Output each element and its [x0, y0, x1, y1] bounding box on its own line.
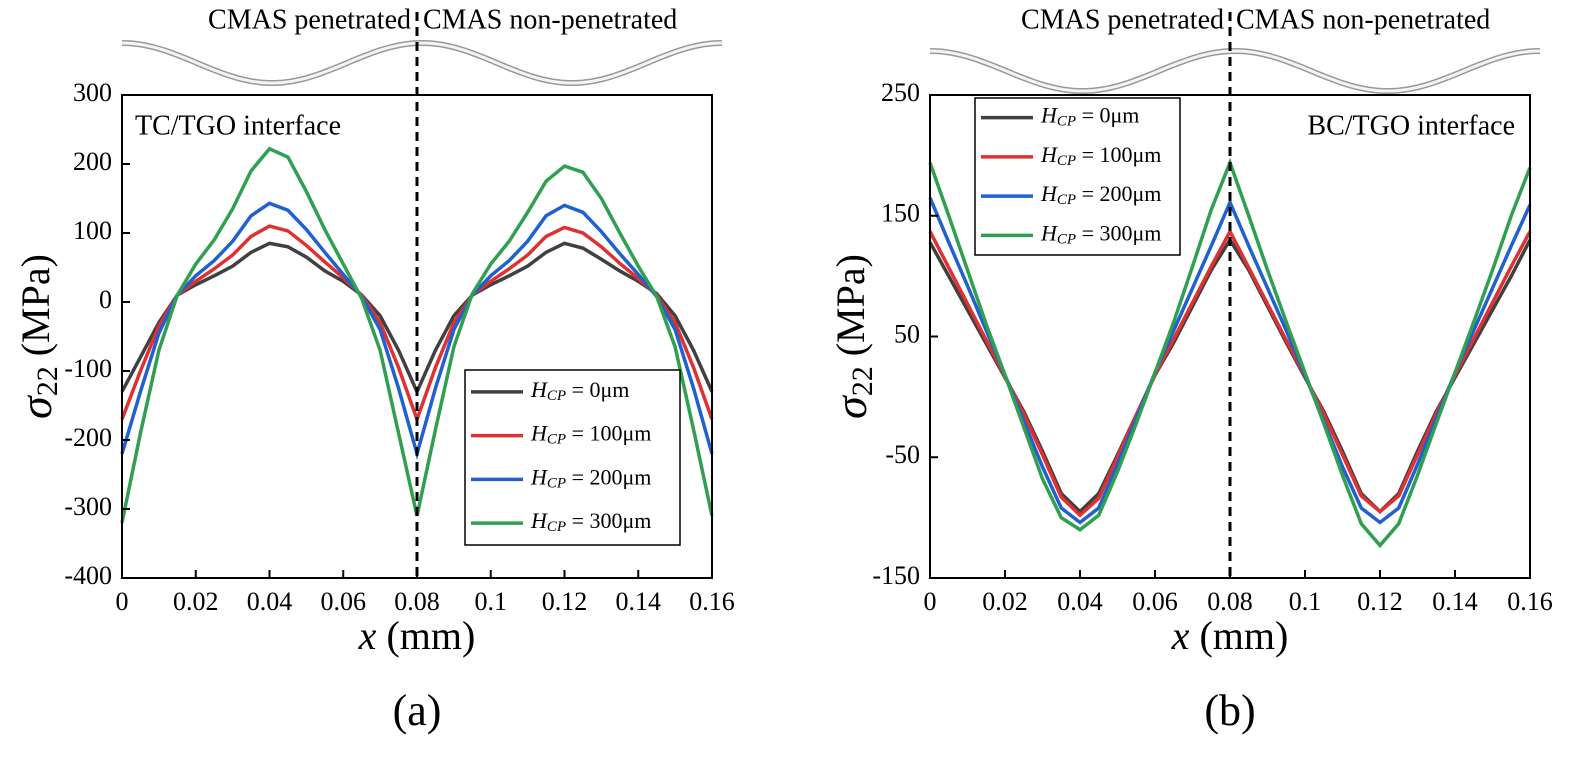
y-tick-label: -100 [64, 354, 112, 383]
x-tick-label: 0.16 [689, 587, 735, 616]
panel-label: (a) [393, 686, 442, 735]
x-tick-label: 0.02 [982, 587, 1028, 616]
wave-inner [121, 41, 723, 85]
y-tick-label: 0 [99, 285, 112, 314]
legend-label: HCP = 300μm [1040, 220, 1161, 247]
region-label: CMAS non-penetrated [1236, 4, 1490, 35]
y-tick-label: 150 [881, 199, 920, 228]
annotation: BC/TGO interface [1307, 110, 1515, 141]
wave-outer [121, 39, 723, 87]
x-axis-label: x (mm) [1171, 613, 1289, 658]
x-tick-label: 0.04 [247, 587, 293, 616]
wave-outer [929, 47, 1541, 95]
y-tick-label: 50 [894, 319, 920, 348]
legend-label: HCP = 100μm [1040, 142, 1161, 169]
y-tick-label: -150 [872, 561, 920, 590]
x-tick-label: 0.08 [1207, 587, 1253, 616]
y-axis-label: σ22 (MPa) [10, 254, 64, 419]
y-axis-label: σ22 (MPa) [825, 254, 879, 419]
legend-label: HCP = 0μm [530, 377, 629, 404]
annotation: TC/TGO interface [135, 110, 341, 141]
x-tick-label: 0.02 [173, 587, 219, 616]
region-label: CMAS penetrated [1021, 4, 1224, 35]
y-tick-label: -50 [885, 440, 920, 469]
y-tick-label: 200 [73, 147, 112, 176]
x-axis-label: x (mm) [358, 613, 476, 658]
y-tick-label: 250 [881, 78, 920, 107]
legend-label: HCP = 100μm [530, 421, 651, 448]
x-tick-label: 0 [924, 587, 937, 616]
y-tick-label: 100 [73, 216, 112, 245]
legend-box [974, 97, 1181, 256]
legend-label: HCP = 300μm [530, 508, 651, 535]
series-line [928, 196, 1532, 525]
x-tick-label: 0.06 [1132, 587, 1178, 616]
x-tick-label: 0.12 [1357, 587, 1403, 616]
region-label: CMAS non-penetrated [423, 4, 677, 35]
legend-label: HCP = 200μm [1040, 181, 1161, 208]
legend-label: HCP = 0μm [1040, 103, 1139, 130]
legend-label: HCP = 200μm [530, 464, 651, 491]
x-tick-label: 0.1 [1289, 587, 1322, 616]
region-label: CMAS penetrated [208, 4, 411, 35]
y-tick-label: -400 [64, 561, 112, 590]
x-tick-label: 0.14 [616, 587, 662, 616]
x-tick-label: 0.1 [475, 587, 508, 616]
panel-label: (b) [1204, 686, 1255, 735]
series-line [928, 227, 1532, 518]
x-tick-label: 0.06 [321, 587, 367, 616]
y-tick-label: -300 [64, 492, 112, 521]
x-tick-label: 0.16 [1507, 587, 1553, 616]
y-tick-label: 300 [73, 78, 112, 107]
x-tick-label: 0.12 [542, 587, 588, 616]
legend-box [464, 369, 681, 546]
y-tick-label: -200 [64, 423, 112, 452]
x-tick-label: 0.04 [1057, 587, 1103, 616]
x-tick-label: 0.08 [394, 587, 440, 616]
x-tick-label: 0 [116, 587, 129, 616]
x-tick-label: 0.14 [1432, 587, 1478, 616]
wave-inner [929, 49, 1541, 93]
